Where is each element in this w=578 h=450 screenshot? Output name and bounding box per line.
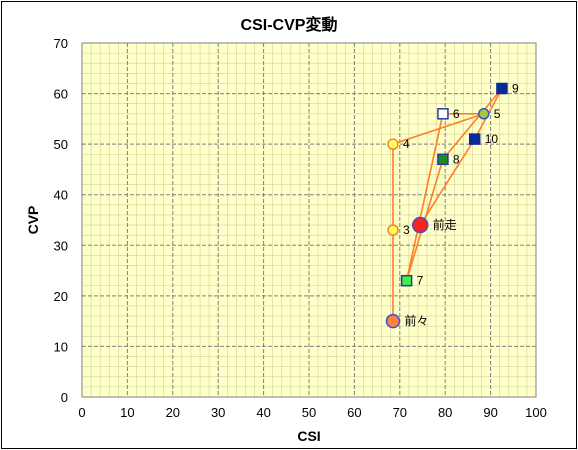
data-label: 7 xyxy=(417,274,424,288)
y-tick-label: 60 xyxy=(54,87,68,102)
chart-title: CSI-CVP変動 xyxy=(241,15,338,34)
data-label: 3 xyxy=(403,223,410,237)
data-point xyxy=(437,108,449,120)
x-tick-label: 20 xyxy=(166,405,180,420)
data-point xyxy=(411,216,429,234)
data-points xyxy=(385,82,508,329)
data-label: 10 xyxy=(485,132,499,146)
data-point xyxy=(437,153,449,166)
minor-gridlines xyxy=(82,43,536,397)
x-tick-label: 10 xyxy=(120,405,134,420)
x-tick-label: 100 xyxy=(525,405,547,420)
x-axis-title: CSI xyxy=(297,428,320,444)
x-tick-label: 80 xyxy=(438,405,452,420)
x-tick-label: 50 xyxy=(302,405,316,420)
data-point xyxy=(400,274,413,287)
data-point xyxy=(478,108,490,120)
data-label: 4 xyxy=(403,137,410,151)
y-axis-tick-labels: 0 10 20 30 40 50 60 70 xyxy=(54,36,68,405)
y-tick-label: 20 xyxy=(54,289,68,304)
x-tick-label: 40 xyxy=(256,405,270,420)
data-point xyxy=(387,224,399,236)
x-tick-label: 30 xyxy=(211,405,225,420)
y-tick-label: 70 xyxy=(54,36,68,51)
data-point xyxy=(385,313,401,329)
y-tick-label: 50 xyxy=(54,137,68,152)
x-tick-label: 0 xyxy=(78,405,85,420)
data-label: 9 xyxy=(512,82,519,96)
data-point xyxy=(468,133,481,145)
data-label: 5 xyxy=(494,107,501,121)
y-tick-label: 30 xyxy=(54,238,68,253)
major-gridlines xyxy=(82,43,536,397)
y-tick-label: 0 xyxy=(61,390,68,405)
plot-border xyxy=(81,42,537,398)
x-axis-tick-labels: 0 10 20 30 40 50 60 70 80 90 100 xyxy=(78,405,546,420)
data-label: 8 xyxy=(453,152,460,166)
x-tick-label: 90 xyxy=(483,405,497,420)
data-label: 前々 xyxy=(404,313,428,328)
data-label: 6 xyxy=(453,107,460,121)
y-axis-title: CVP xyxy=(25,206,41,235)
y-tick-label: 40 xyxy=(54,188,68,203)
data-point xyxy=(387,138,399,150)
x-tick-label: 60 xyxy=(347,405,361,420)
data-point xyxy=(496,82,508,95)
data-labels: 前々 3 4 5 6 7 8 9 10 前走 xyxy=(403,82,519,329)
x-tick-label: 70 xyxy=(393,405,407,420)
y-tick-label: 10 xyxy=(54,339,68,354)
data-label: 前走 xyxy=(433,217,457,232)
